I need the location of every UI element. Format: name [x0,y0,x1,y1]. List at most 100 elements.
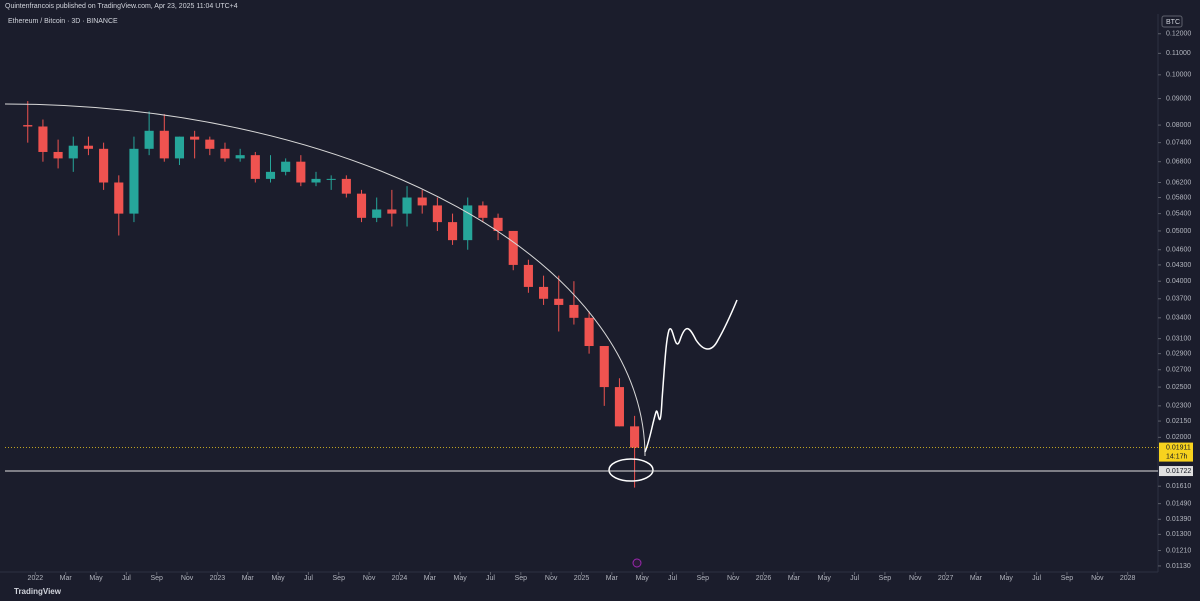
candle-body [569,304,579,318]
candle-body [402,197,412,214]
candle-body [387,209,397,214]
y-tick-label: 0.06800 [1166,159,1191,166]
candle-body [220,148,230,159]
y-tick-label: 0.10000 [1166,72,1191,79]
x-tick-label: 2022 [28,575,44,582]
candle-body [23,125,33,127]
x-tick-label: Jul [850,575,859,582]
candle-body [478,205,488,218]
y-tick-label: 0.05000 [1166,228,1191,235]
y-tick-label: 0.02000 [1166,434,1191,441]
x-tick-label: Sep [515,575,528,582]
candle-body [614,387,624,427]
y-tick-label: 0.02150 [1166,418,1191,425]
x-tick-label: Mar [970,575,983,582]
x-tick-label: 2026 [756,575,772,582]
x-tick-label: Jul [486,575,495,582]
candle-body [554,298,564,305]
candle-body [630,426,640,448]
countdown: 14:17h [1166,453,1188,460]
candle-body [508,230,518,265]
x-tick-label: Nov [909,575,922,582]
x-tick-label: May [636,575,650,582]
candle-body [129,148,139,214]
y-tick-label: 0.08000 [1166,122,1191,129]
candle-body [432,205,442,223]
x-tick-label: Mar [242,575,255,582]
y-tick-label: 0.02900 [1166,350,1191,357]
x-tick-label: Sep [879,575,892,582]
x-tick-label: Nov [363,575,376,582]
currency-box [1161,15,1183,28]
x-tick-label: Nov [727,575,740,582]
x-tick-label: Mar [606,575,619,582]
candle-body [205,139,215,149]
candle-body [144,130,154,149]
candle-body [53,151,63,159]
y-tick-label: 0.05400 [1166,210,1191,217]
y-tick-label: 0.03100 [1166,335,1191,342]
x-tick-label: May [1000,575,1014,582]
x-tick-label: Jul [1032,575,1041,582]
candle-body [265,171,276,179]
x-tick-label: Sep [1061,575,1074,582]
candle-body [281,161,291,172]
candle-body [159,130,169,159]
x-tick-label: 2024 [392,575,408,582]
candle-body [114,182,124,214]
candle-body [493,217,503,231]
x-tick-label: May [271,575,285,582]
candle-body [68,145,78,159]
candle-body [99,148,109,183]
y-tick-label: 0.04300 [1166,262,1191,269]
y-tick-label: 0.02700 [1166,367,1191,374]
candle-body [235,155,245,159]
plot [23,101,640,488]
y-tick-label: 0.01300 [1166,531,1191,538]
x-tick-label: Mar [788,575,801,582]
horizontal-line-tag [1159,466,1193,477]
horizontal-line-label: 0.01722 [1166,468,1191,475]
candle-body [250,155,260,179]
x-tick-label: Mar [60,575,73,582]
last-price-label: 0.01911 [1166,444,1191,451]
candle-body [296,161,306,183]
x-tick-label: Sep [150,575,163,582]
y-tick-label: 0.01610 [1166,483,1191,490]
candle-body [174,136,185,159]
y-tick-label: 0.11000 [1166,50,1191,57]
y-tick-label: 0.04000 [1166,278,1191,285]
event-marker[interactable] [632,558,642,568]
x-tick-label: May [89,575,103,582]
candle-body [523,264,533,287]
candle-body [83,145,93,149]
y-tick-label: 0.01130 [1166,563,1191,570]
x-tick-label: Nov [545,575,558,582]
y-tick-label: 0.05800 [1166,194,1191,201]
candle-body [38,126,48,152]
candle-body [356,193,367,218]
y-tick-label: 0.01490 [1166,500,1191,507]
y-tick-label: 0.07400 [1166,139,1191,146]
drawn-circle [608,458,654,482]
candle-body [341,178,351,194]
x-tick-label: Jul [304,575,313,582]
x-tick-label: 2025 [574,575,590,582]
x-tick-label: Nov [181,575,194,582]
y-tick-label: 0.04600 [1166,247,1191,254]
y-tick-label: 0.02500 [1166,384,1191,391]
candle-body [372,209,382,218]
candle-body [584,317,594,347]
candle-body [539,286,549,299]
x-tick-label: Mar [424,575,437,582]
x-tick-label: Sep [697,575,710,582]
candle-body [190,136,200,140]
x-tick-label: Jul [668,575,677,582]
publisher: Quintenfrancois published on TradingView… [5,3,238,10]
footer-logo: TradingView [14,587,62,596]
drawn-projection [644,299,738,453]
last-price-tag [1159,442,1193,462]
candle-body [463,205,473,241]
